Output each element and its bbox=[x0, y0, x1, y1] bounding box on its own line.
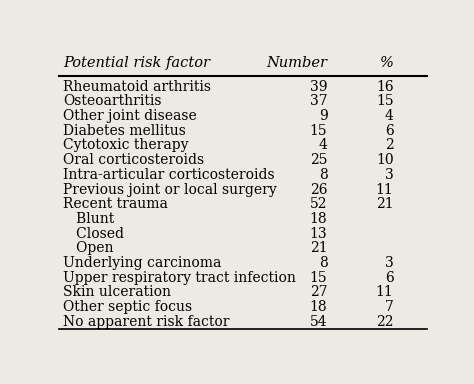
Text: Oral corticosteroids: Oral corticosteroids bbox=[63, 153, 204, 167]
Text: 15: 15 bbox=[310, 124, 328, 138]
Text: Other joint disease: Other joint disease bbox=[63, 109, 197, 123]
Text: 39: 39 bbox=[310, 79, 328, 94]
Text: 15: 15 bbox=[310, 271, 328, 285]
Text: 37: 37 bbox=[310, 94, 328, 108]
Text: 2: 2 bbox=[385, 139, 393, 152]
Text: 22: 22 bbox=[376, 315, 393, 329]
Text: Other septic focus: Other septic focus bbox=[63, 300, 192, 314]
Text: No apparent risk factor: No apparent risk factor bbox=[63, 315, 229, 329]
Text: 10: 10 bbox=[376, 153, 393, 167]
Text: 8: 8 bbox=[319, 256, 328, 270]
Text: 3: 3 bbox=[385, 256, 393, 270]
Text: 6: 6 bbox=[385, 271, 393, 285]
Text: 18: 18 bbox=[310, 300, 328, 314]
Text: 18: 18 bbox=[310, 212, 328, 226]
Text: 15: 15 bbox=[376, 94, 393, 108]
Text: 13: 13 bbox=[310, 227, 328, 241]
Text: 4: 4 bbox=[319, 139, 328, 152]
Text: Intra-articular corticosteroids: Intra-articular corticosteroids bbox=[63, 168, 274, 182]
Text: Diabetes mellitus: Diabetes mellitus bbox=[63, 124, 186, 138]
Text: 21: 21 bbox=[310, 242, 328, 255]
Text: %: % bbox=[380, 56, 393, 70]
Text: 21: 21 bbox=[376, 197, 393, 211]
Text: Upper respiratory tract infection: Upper respiratory tract infection bbox=[63, 271, 296, 285]
Text: 27: 27 bbox=[310, 285, 328, 300]
Text: 26: 26 bbox=[310, 182, 328, 197]
Text: Potential risk factor: Potential risk factor bbox=[63, 56, 210, 70]
Text: 11: 11 bbox=[376, 182, 393, 197]
Text: Closed: Closed bbox=[63, 227, 124, 241]
Text: 4: 4 bbox=[385, 109, 393, 123]
Text: Recent trauma: Recent trauma bbox=[63, 197, 168, 211]
Text: 7: 7 bbox=[385, 300, 393, 314]
Text: 16: 16 bbox=[376, 79, 393, 94]
Text: Osteoarthritis: Osteoarthritis bbox=[63, 94, 162, 108]
Text: Blunt: Blunt bbox=[63, 212, 114, 226]
Text: 8: 8 bbox=[319, 168, 328, 182]
Text: Cytotoxic therapy: Cytotoxic therapy bbox=[63, 139, 189, 152]
Text: 6: 6 bbox=[385, 124, 393, 138]
Text: 3: 3 bbox=[385, 168, 393, 182]
Text: Number: Number bbox=[266, 56, 328, 70]
Text: Underlying carcinoma: Underlying carcinoma bbox=[63, 256, 221, 270]
Text: 9: 9 bbox=[319, 109, 328, 123]
Text: Rheumatoid arthritis: Rheumatoid arthritis bbox=[63, 79, 211, 94]
Text: Open: Open bbox=[63, 242, 113, 255]
Text: 11: 11 bbox=[376, 285, 393, 300]
Text: 25: 25 bbox=[310, 153, 328, 167]
Text: 52: 52 bbox=[310, 197, 328, 211]
Text: Previous joint or local surgery: Previous joint or local surgery bbox=[63, 182, 277, 197]
Text: Skin ulceration: Skin ulceration bbox=[63, 285, 171, 300]
Text: 54: 54 bbox=[310, 315, 328, 329]
